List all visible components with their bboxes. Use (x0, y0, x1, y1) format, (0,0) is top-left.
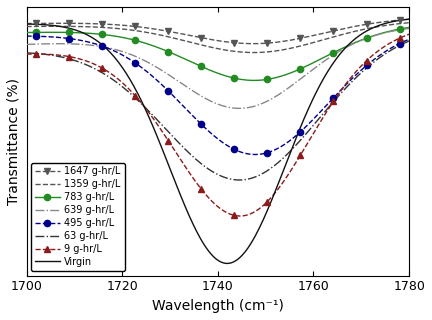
1359 g-hr/L (253, 51, 258, 54)
1359 g-hr/L (251, 51, 256, 54)
1359 g-hr/L (372, 25, 377, 29)
639 g-hr/L (236, 107, 241, 110)
63 g-hr/L (252, 175, 257, 179)
63 g-hr/L (24, 51, 29, 55)
Virgin (225, 261, 230, 265)
1359 g-hr/L (407, 21, 412, 25)
1359 g-hr/L (348, 30, 353, 34)
Legend: 1647 g-hr/L, 1359 g-hr/L, 783 g-hr/L, 639 g-hr/L, 495 g-hr/L, 63 g-hr/L, 9 g-hr/: 1647 g-hr/L, 1359 g-hr/L, 783 g-hr/L, 63… (32, 163, 125, 271)
Virgin (24, 22, 29, 26)
63 g-hr/L (25, 51, 30, 55)
639 g-hr/L (348, 44, 353, 47)
Line: 639 g-hr/L: 639 g-hr/L (26, 28, 409, 108)
639 g-hr/L (25, 43, 30, 46)
1359 g-hr/L (259, 50, 264, 54)
1359 g-hr/L (24, 25, 29, 28)
63 g-hr/L (407, 39, 412, 43)
1359 g-hr/L (252, 51, 257, 54)
Y-axis label: Transmittance (%): Transmittance (%) (7, 78, 21, 205)
Virgin (348, 41, 353, 45)
63 g-hr/L (259, 172, 264, 176)
Line: Virgin: Virgin (26, 19, 409, 263)
Virgin (253, 234, 258, 237)
Virgin (407, 17, 412, 21)
639 g-hr/L (24, 43, 29, 46)
Virgin (372, 25, 377, 29)
Virgin (259, 220, 264, 224)
639 g-hr/L (252, 104, 257, 108)
Line: 1359 g-hr/L: 1359 g-hr/L (26, 23, 409, 52)
639 g-hr/L (372, 34, 377, 37)
1359 g-hr/L (25, 25, 30, 28)
X-axis label: Wavelength (cm⁻¹): Wavelength (cm⁻¹) (152, 299, 284, 313)
63 g-hr/L (253, 175, 258, 179)
63 g-hr/L (236, 178, 241, 182)
Virgin (25, 22, 30, 26)
63 g-hr/L (348, 82, 353, 85)
639 g-hr/L (407, 27, 412, 30)
63 g-hr/L (372, 60, 377, 63)
639 g-hr/L (253, 104, 258, 108)
Line: 63 g-hr/L: 63 g-hr/L (26, 41, 409, 180)
Virgin (252, 236, 257, 240)
639 g-hr/L (259, 102, 264, 106)
